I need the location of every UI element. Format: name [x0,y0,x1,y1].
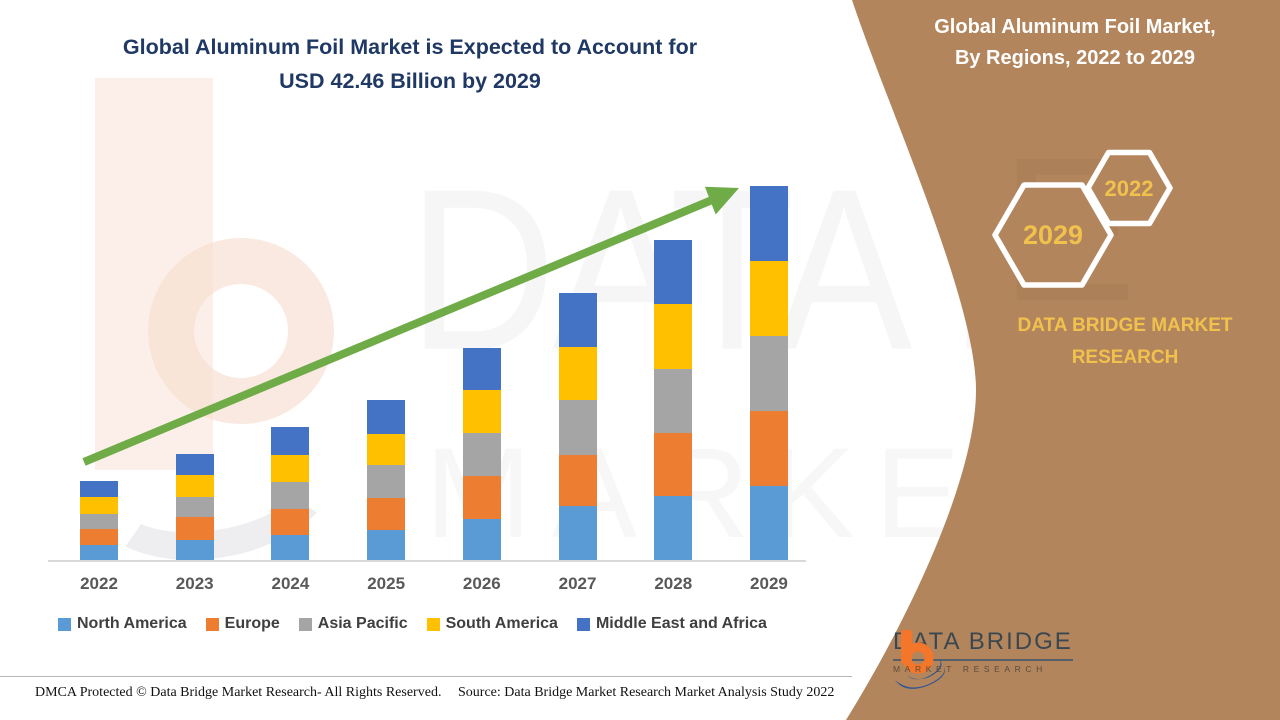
bar-segment [175,454,214,475]
legend-label: North America [77,615,187,632]
footer-source-text: Source: Data Bridge Market Research Mark… [458,685,835,700]
bar-column-2022 [80,481,118,560]
legend-label: South America [445,615,558,632]
bar-segment [80,545,118,560]
bar-column-2025 [367,400,406,560]
legend-swatch [576,617,590,631]
bar-segment [367,465,406,498]
bar-segment [367,434,406,465]
legend-label: Middle East and Africa [595,615,767,632]
bar-segment [271,427,310,455]
legend-item: North America [58,615,187,633]
side-panel-title-line2: By Regions, 2022 to 2029 [954,47,1196,69]
company-logo: DATA BRIDGE MARKET RESEARCH [893,628,1073,689]
bar-segment [175,475,214,497]
bar-segment [80,529,118,545]
bar-segment [462,476,501,519]
bar-column-2026 [462,348,501,560]
x-axis-label: 2025 [367,574,406,593]
bar-segment [462,433,501,476]
legend-swatch [426,617,440,631]
bar-segment [271,455,310,482]
bar-segment [462,348,501,390]
hexagon-2022-label: 2022 [1105,176,1154,201]
bar-column-2029 [749,186,788,560]
bar-segment [749,186,788,261]
footer-dmca-text: DMCA Protected © Data Bridge Market Rese… [35,685,442,700]
bar-column-2028 [654,240,693,560]
bar-segment [749,261,788,336]
brand-text-line2: RESEARCH [1071,347,1179,368]
hexagon-2022 [1085,149,1173,227]
bar-segment [367,530,406,560]
x-axis-label: 2023 [175,574,214,593]
hexagon-2029 [992,182,1114,288]
x-axis-label: 2024 [271,574,310,593]
bar-segment [80,497,118,514]
legend-label: Asia Pacific [317,615,408,632]
bar-segment [558,347,597,400]
bar-segment [175,540,214,560]
page-title-line1: Global Aluminum Foil Market is Expected … [122,35,698,59]
bar-segment [654,433,693,496]
bar-segment [271,482,310,509]
brand-text: DATA BRIDGE MARKET RESEARCH [985,310,1265,374]
bar-segment [558,506,597,560]
bar-segment [175,497,214,517]
legend-item: South America [426,615,558,633]
bar-column-2023 [175,454,214,560]
bar-segment [749,336,788,411]
x-axis-label: 2026 [462,574,501,593]
x-axis-line [48,560,806,562]
bar-segment [80,514,118,529]
bar-column-2024 [271,427,310,560]
legend-label: Europe [224,615,280,632]
legend-swatch [298,617,312,631]
bar-segment [367,400,406,434]
legend-swatch [205,617,219,631]
bar-segment [749,411,788,486]
company-logo-subtitle: MARKET RESEARCH [893,664,1047,674]
bar-segment [462,519,501,560]
bar-segment [462,390,501,433]
legend-item: Middle East and Africa [576,615,767,633]
bar-segment [654,369,693,433]
x-axis-label: 2028 [654,574,693,593]
bar-segment [654,304,693,369]
x-axis-label: 2027 [558,574,597,593]
bar-segment [367,498,406,530]
company-logo-icon [895,630,945,689]
footer-divider [0,676,852,677]
legend-item: Asia Pacific [298,615,408,633]
chart-legend: North America Europe Asia Pacific South Ame… [58,615,767,633]
side-panel-title: Global Aluminum Foil Market, By Regions,… [890,12,1260,74]
page-title: Global Aluminum Foil Market is Expected … [70,30,750,98]
page-title-line2: USD 42.46 Billion by 2029 [279,69,541,93]
hexagon-2029-label: 2029 [1023,220,1083,250]
brand-text-line1: DATA BRIDGE MARKET [1017,315,1233,336]
x-axis-label: 2029 [750,574,788,593]
legend-item: Europe [205,615,280,633]
legend-swatch [58,617,71,631]
bar-segment [80,481,118,497]
bar-segment [558,293,597,347]
bar-column-2027 [558,293,597,560]
bar-segment [271,509,310,535]
x-axis-label: 2022 [80,574,118,593]
bar-segment [749,486,788,560]
bar-segment [654,496,693,560]
bar-segment [654,240,693,304]
bar-segment [271,535,310,560]
side-panel-title-line1: Global Aluminum Foil Market, [934,16,1216,38]
bar-segment [558,400,597,455]
bar-segment [558,455,597,506]
bar-segment [175,517,214,540]
